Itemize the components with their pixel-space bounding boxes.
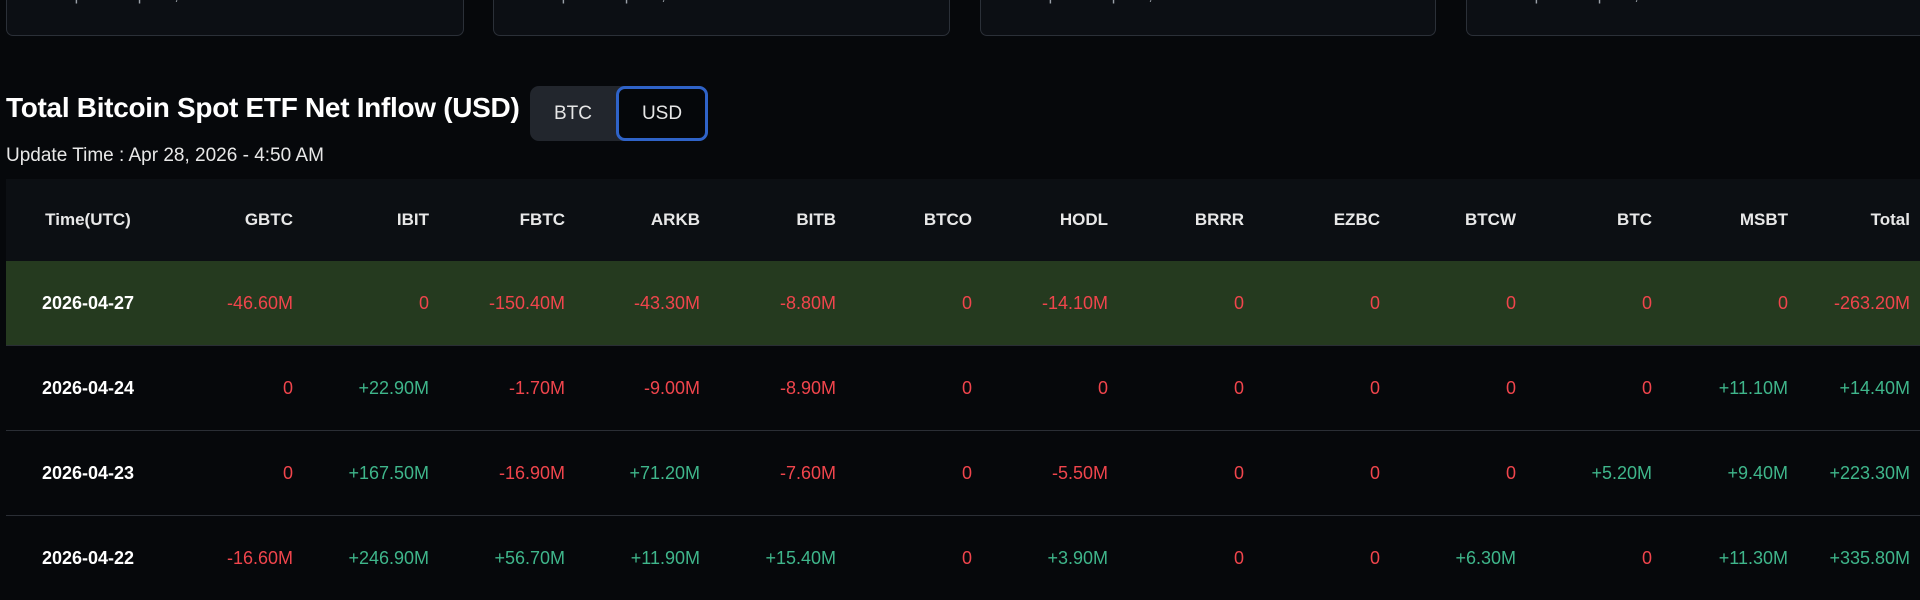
- table-row: 2026-04-22 -16.60M +246.90M +56.70M +11.90M +…: [6, 516, 1920, 600]
- value-cell: +167.50M: [348, 462, 429, 483]
- column-header: MSBT: [1739, 210, 1788, 229]
- value-cell: +56.70M: [494, 547, 565, 568]
- last-update: Last update : Apr 28, 4:50 AM: [1005, 0, 1216, 5]
- value-cell: +15.40M: [765, 547, 836, 568]
- column-header: BRRR: [1194, 210, 1244, 229]
- value-cell: 0: [1505, 292, 1516, 313]
- value-cell: 0: [282, 462, 293, 483]
- column-header: BTC: [1617, 210, 1652, 229]
- value-cell: 0: [1233, 292, 1244, 313]
- toggle-button[interactable]: BTC: [554, 102, 592, 124]
- value-cell: 0: [1641, 292, 1652, 313]
- inflow-table: Time(UTC) GBTC IBIT FBTC ARKB BITB BTCO HODL BRR…: [6, 179, 1920, 600]
- value-cell: -16.60M: [226, 547, 293, 568]
- value-cell: -7.60M: [779, 462, 836, 483]
- value-cell: +335.80M: [1829, 547, 1910, 568]
- column-header: BTCO: [923, 210, 972, 229]
- value-cell: 0: [1233, 547, 1244, 568]
- column-header: IBIT: [396, 210, 429, 229]
- toggle-button[interactable]: USD: [616, 86, 708, 141]
- value-cell: +71.20M: [629, 462, 700, 483]
- value-cell: 0: [1369, 292, 1380, 313]
- value-cell: 0: [1641, 547, 1652, 568]
- column-header: FBTC: [519, 210, 565, 229]
- value-cell: 0: [1505, 462, 1516, 483]
- stat-card: Last update : Apr 28, 4:50 AM: [6, 0, 464, 36]
- last-update: Last update : Apr 28, 4:50 AM: [518, 0, 729, 5]
- value-cell: +3.90M: [1047, 547, 1108, 568]
- last-update: Last update : Apr 28, 4:50 AM: [31, 0, 242, 5]
- value-cell: 0: [1369, 377, 1380, 398]
- section-title: Total Bitcoin Spot ETF Net Inflow (USD): [6, 92, 520, 123]
- value-cell: +22.90M: [358, 377, 429, 398]
- value-cell: +9.40M: [1727, 462, 1788, 483]
- column-header: ARKB: [650, 210, 700, 229]
- value-cell: -150.40M: [488, 292, 565, 313]
- table-row: 2026-04-27 -46.60M 0 -150.40M -43.30M -8.80M 0…: [6, 261, 1920, 346]
- column-header: Time(UTC): [45, 210, 131, 229]
- last-update: Last update : Apr 28, 4:50 AM: [1491, 0, 1702, 5]
- table-header: Time(UTC) GBTC IBIT FBTC ARKB BITB BTCO HODL BRR…: [6, 179, 1920, 261]
- column-header: HODL: [1059, 210, 1108, 229]
- value-cell: 0: [1233, 377, 1244, 398]
- value-cell: 0: [961, 547, 972, 568]
- value-cell: -5.50M: [1051, 462, 1108, 483]
- value-cell: 0: [282, 377, 293, 398]
- stat-card: Last update : Apr 28, 4:50 AM: [1466, 0, 1920, 36]
- column-header: BITB: [796, 210, 836, 229]
- value-cell: 0: [961, 292, 972, 313]
- value-cell: -46.60M: [226, 292, 293, 313]
- value-cell: 0: [1505, 377, 1516, 398]
- value-cell: +246.90M: [348, 547, 429, 568]
- table-row: 2026-04-24 0 +22.90M -1.70M -9.00M -8.90M 0 0 0 0…: [6, 346, 1920, 431]
- column-header: BTCW: [1465, 210, 1516, 229]
- date-cell: 2026-04-24: [41, 377, 135, 398]
- date-cell: 2026-04-27: [41, 292, 135, 313]
- stat-card: Last update : Apr 28, 4:50 AM: [493, 0, 950, 36]
- unit-toggle: BTC USD: [530, 86, 708, 141]
- column-header: EZBC: [1333, 210, 1380, 229]
- value-cell: -1.70M: [508, 377, 565, 398]
- value-cell: -9.00M: [643, 377, 700, 398]
- update-time: Update Time : Apr 28, 2026 - 4:50 AM: [6, 145, 324, 166]
- value-cell: +11.10M: [1718, 377, 1788, 398]
- column-header: Total: [1870, 210, 1910, 229]
- value-cell: 0: [1369, 547, 1380, 568]
- column-header: GBTC: [244, 210, 293, 229]
- value-cell: -14.10M: [1041, 292, 1108, 313]
- value-cell: 0: [1097, 377, 1108, 398]
- value-cell: 0: [1777, 292, 1788, 313]
- value-cell: -263.20M: [1833, 292, 1910, 313]
- value-cell: +223.30M: [1829, 462, 1910, 483]
- date-cell: 2026-04-22: [41, 547, 135, 568]
- value-cell: +11.90M: [630, 547, 700, 568]
- value-cell: +5.20M: [1591, 462, 1652, 483]
- value-cell: -43.30M: [633, 292, 700, 313]
- stat-card: Last update : Apr 28, 4:50 AM: [980, 0, 1436, 36]
- value-cell: 0: [961, 377, 972, 398]
- value-cell: -8.80M: [779, 292, 836, 313]
- value-cell: +6.30M: [1455, 547, 1516, 568]
- table-row: 2026-04-23 0 +167.50M -16.90M +71.20M -7.60M 0…: [6, 431, 1920, 516]
- value-cell: 0: [418, 292, 429, 313]
- value-cell: -8.90M: [779, 377, 836, 398]
- value-cell: 0: [1641, 377, 1652, 398]
- value-cell: 0: [1369, 462, 1380, 483]
- value-cell: +14.40M: [1839, 377, 1910, 398]
- value-cell: -16.90M: [498, 462, 565, 483]
- date-cell: 2026-04-23: [41, 462, 135, 483]
- value-cell: +11.30M: [1718, 547, 1788, 568]
- value-cell: 0: [961, 462, 972, 483]
- value-cell: 0: [1233, 462, 1244, 483]
